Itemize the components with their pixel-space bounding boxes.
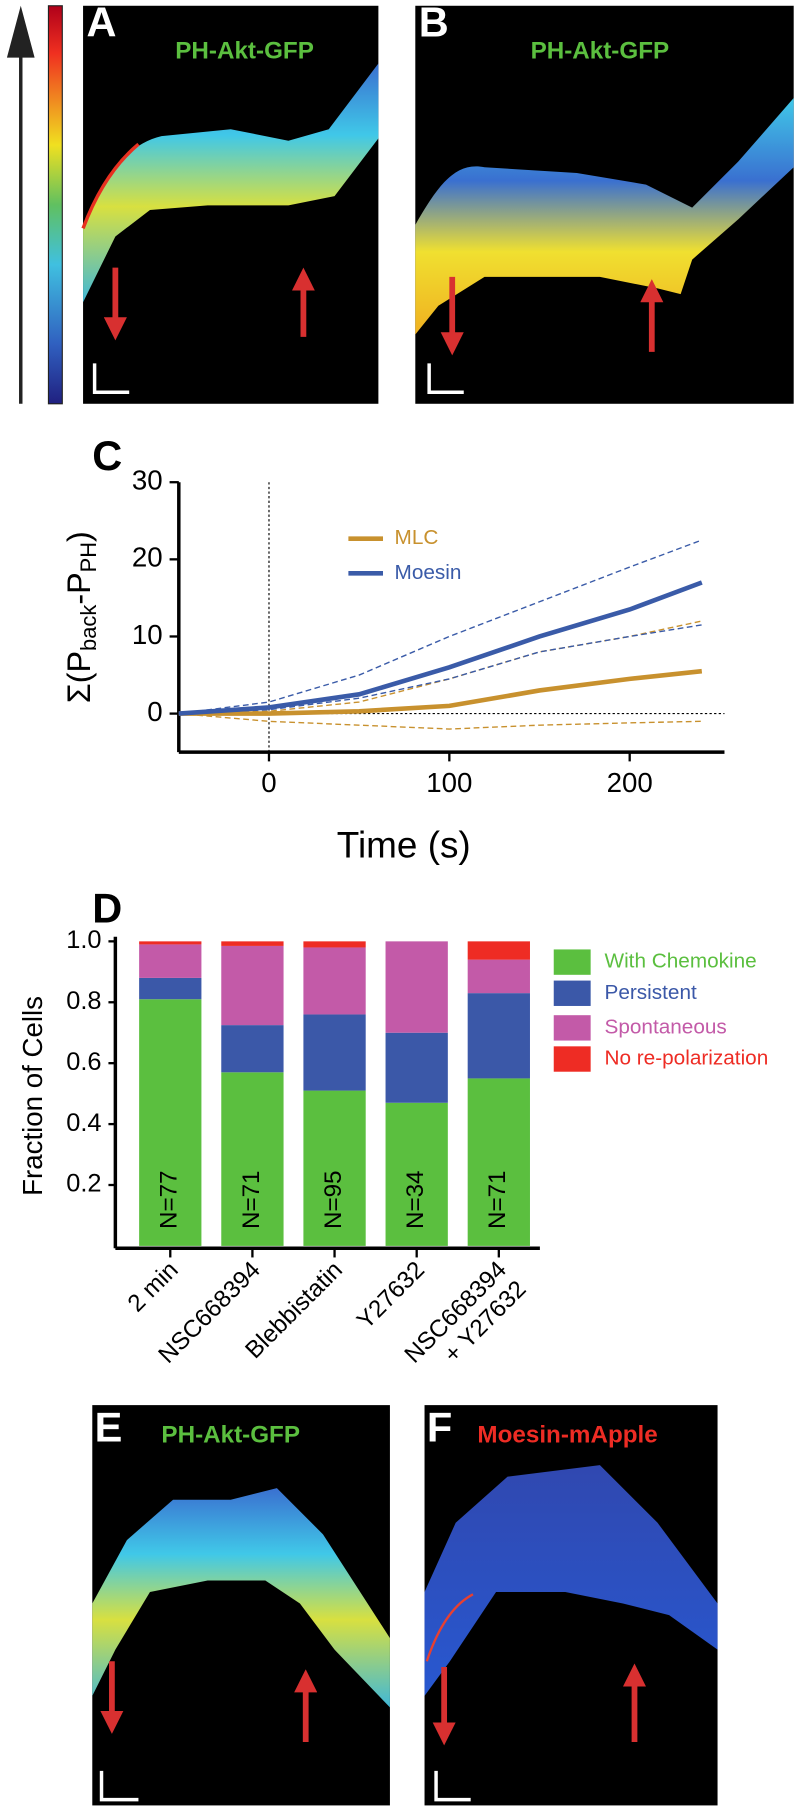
legend-label: Persistent xyxy=(604,981,696,1004)
y-axis-label: Σ(Pback-PPH) xyxy=(60,531,100,703)
bar-segment xyxy=(139,944,202,978)
y-tick-label: 10 xyxy=(132,619,163,650)
legend-label: No re-polarization xyxy=(604,1047,768,1070)
kymograph-band xyxy=(424,1465,718,1696)
x-axis-label: Time (s) xyxy=(337,825,471,866)
bound-line xyxy=(178,620,702,715)
scale-bar xyxy=(427,363,464,394)
series-line xyxy=(178,668,703,716)
bar-segment xyxy=(385,1102,448,1246)
bar-segment xyxy=(303,941,366,948)
bar-annotation: N=77 xyxy=(156,1170,183,1229)
scale-bar xyxy=(92,363,130,394)
legend-label: With Chemokine xyxy=(604,950,756,973)
x-tick-label: 0 xyxy=(261,767,276,798)
bar-segment xyxy=(467,1078,530,1246)
legend-swatch xyxy=(553,980,591,1006)
bar-annotation: N=71 xyxy=(484,1170,511,1229)
legend-swatch xyxy=(553,949,591,975)
panel-label: A xyxy=(87,0,117,45)
legend-label: Spontaneous xyxy=(604,1015,726,1038)
y-axis-label-part: back xyxy=(76,605,101,651)
y-axis-label: Fraction of Cells xyxy=(17,996,48,1196)
bar-segment xyxy=(221,945,284,1026)
bar-annotation: N=95 xyxy=(320,1170,347,1229)
bar-segment xyxy=(385,1032,448,1103)
scale-bar xyxy=(99,1770,139,1802)
colorbar xyxy=(47,5,63,405)
y-tick-label: 0.2 xyxy=(66,1170,101,1198)
y-axis-label-part: PH xyxy=(76,542,101,572)
bound-line xyxy=(178,712,702,730)
bar-annotation: N=34 xyxy=(402,1170,429,1229)
y-axis-label-part: ) xyxy=(60,531,96,542)
band-edge xyxy=(425,1593,474,1662)
bound-line xyxy=(178,539,703,715)
bar-segment xyxy=(221,941,284,946)
bar-segment xyxy=(303,947,366,1015)
x-tick-label: Y27632 xyxy=(352,1256,430,1334)
panel-label: F xyxy=(427,1403,452,1450)
x-tick-label: 2 min xyxy=(123,1256,184,1317)
bar-segment xyxy=(139,941,202,945)
bar-segment xyxy=(303,1014,366,1091)
panel-title: Moesin-mApple xyxy=(477,1422,657,1449)
y-tick-label: 0.6 xyxy=(66,1048,101,1076)
legend-label: MLC xyxy=(395,526,439,549)
kymograph-band xyxy=(415,98,794,335)
x-tick-label: 100 xyxy=(426,767,472,798)
bar-segment xyxy=(221,1025,284,1073)
series-line xyxy=(178,580,703,716)
bar-segment xyxy=(139,999,202,1246)
y-tick-label: 30 xyxy=(132,465,163,496)
bar-segment xyxy=(467,959,530,994)
bar-segment xyxy=(303,1090,366,1246)
panel-label: E xyxy=(95,1403,123,1450)
bound-line xyxy=(178,624,702,715)
y-tick-label: 0 xyxy=(147,696,162,727)
kymograph-band xyxy=(92,1488,390,1708)
panel-label: B xyxy=(419,0,449,45)
bar-segment xyxy=(467,993,530,1079)
arrow-head xyxy=(6,5,35,58)
legend-swatch xyxy=(553,1046,591,1072)
bar-segment xyxy=(385,941,448,1033)
scale-bar xyxy=(434,1770,471,1802)
panel-label: C xyxy=(92,432,122,479)
y-tick-label: 0.4 xyxy=(66,1109,101,1137)
legend-label: Moesin xyxy=(395,561,462,584)
bar-segment xyxy=(221,1072,284,1246)
y-tick-label: 20 xyxy=(132,542,163,573)
band-edge xyxy=(81,142,140,230)
panel-title: PH-Akt-GFP xyxy=(175,37,314,64)
y-axis-label-part: -P xyxy=(60,572,96,604)
panel-label: D xyxy=(92,884,122,931)
kymograph-band xyxy=(83,63,379,303)
x-tick-label: 200 xyxy=(607,767,653,798)
panel-title: PH-Akt-GFP xyxy=(531,37,670,64)
legend-swatch xyxy=(553,1015,591,1041)
bar-annotation: N=71 xyxy=(238,1170,265,1229)
y-tick-label: 0.8 xyxy=(66,987,101,1015)
bar-segment xyxy=(467,941,530,960)
y-axis-label-part: Σ(P xyxy=(60,651,96,703)
panel-title: PH-Akt-GFP xyxy=(161,1422,300,1449)
bar-segment xyxy=(139,977,202,1000)
y-tick-label: 1.0 xyxy=(66,926,101,954)
